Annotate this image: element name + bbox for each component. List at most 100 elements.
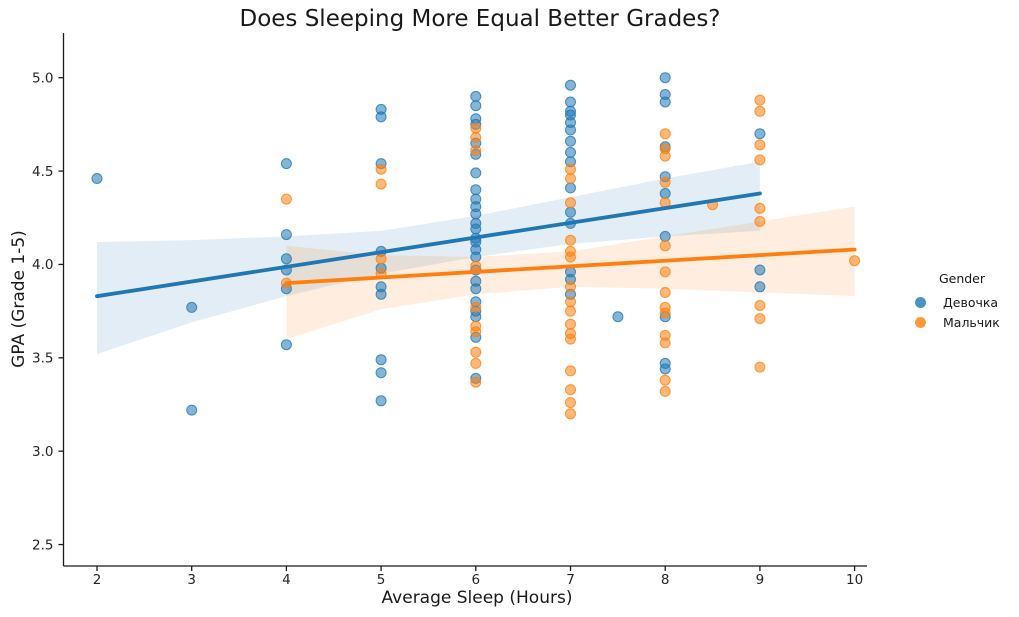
scatter-point-Девочка (659, 188, 671, 199)
x-tick-label: 4 (282, 572, 291, 588)
scatter-point-Девочка (186, 301, 198, 313)
scatter-point-Девочка (565, 124, 576, 136)
scatter-point-Мальчик (565, 408, 576, 420)
scatter-point-Девочка (470, 100, 482, 112)
scatter-point-Мальчик (565, 234, 576, 246)
scatter-point-Мальчик (565, 296, 576, 308)
y-tick-label: 4.5 (32, 164, 53, 180)
scatter-point-Мальчик (659, 266, 671, 278)
scatter-point-Мальчик (659, 240, 671, 252)
scatter-point-Мальчик (754, 139, 766, 151)
scatter-point-Мальчик (849, 255, 861, 267)
legend-item-label: Мальчик (943, 314, 1000, 330)
scatter-point-Девочка (91, 173, 103, 184)
regression-line-Девочка (95, 191, 762, 299)
x-tick-label: 5 (377, 572, 386, 588)
scatter-point-Девочка (565, 79, 576, 91)
scatter-point-Девочка (470, 311, 482, 323)
scatter-point-Девочка (375, 354, 387, 366)
scatter-point-Девочка (470, 223, 482, 235)
legend: Gender Девочка Мальчик (908, 271, 1016, 332)
x-tick-label: 8 (661, 572, 670, 588)
scatter-point-Мальчик (565, 173, 576, 184)
girl-series-marker-icon (915, 296, 926, 308)
scatter-point-Девочка (470, 283, 482, 295)
scatter-point-Мальчик (565, 365, 576, 377)
legend-item-label: Девочка (943, 294, 999, 310)
scatter-point-Мальчик (659, 150, 671, 162)
scatter-point-Девочка (470, 90, 482, 102)
scatter-point-Мальчик (375, 163, 387, 175)
scatter-point-Мальчик (659, 128, 671, 140)
scatter-point-Девочка (565, 182, 576, 194)
scatter-point-Мальчик (280, 193, 292, 205)
scatter-point-Девочка (375, 111, 387, 123)
scatter-point-Мальчик (754, 105, 766, 117)
scatter-point-Девочка (280, 253, 292, 265)
legend-title: Gender (938, 271, 986, 286)
x-tick-label: 10 (846, 572, 863, 588)
x-tick-label: 6 (472, 572, 481, 588)
legend-item-boy: Мальчик (908, 312, 1016, 332)
scatter-point-Девочка (659, 72, 671, 84)
scatter-point-Девочка (470, 167, 482, 179)
x-tick-label: 3 (187, 572, 196, 588)
scatter-point-Мальчик (754, 361, 766, 373)
y-tick-label: 3.5 (32, 351, 53, 367)
scatter-point-Девочка (565, 146, 576, 158)
chart-title: Does Sleeping More Equal Better Grades? (239, 6, 721, 32)
scatter-point-Мальчик (659, 337, 671, 349)
scatter-point-Мальчик (565, 305, 576, 317)
scatter-point-Мальчик (659, 385, 671, 397)
scatter-point-Девочка (565, 96, 576, 108)
scatter-point-Девочка (375, 367, 387, 379)
scatter-point-Девочка (659, 230, 671, 242)
scatter-point-Девочка (612, 311, 624, 323)
scatter-point-Мальчик (565, 281, 576, 293)
scatter-point-Мальчик (375, 178, 387, 190)
y-tick-label: 5.0 (32, 70, 53, 86)
scatter-point-Девочка (280, 158, 292, 170)
scatter-point-Мальчик (565, 397, 576, 409)
scatter-point-Девочка (754, 264, 766, 276)
y-axis-label: GPA (Grade 1-5) (9, 230, 29, 368)
scatter-point-Девочка (186, 404, 198, 416)
scatter-point-Девочка (470, 251, 482, 263)
regression-line-Мальчик (284, 247, 857, 286)
ci-band-Девочка (97, 161, 760, 355)
scatter-point-Девочка (754, 128, 766, 140)
scatter-point-Мальчик (659, 176, 671, 188)
scatter-point-Девочка (565, 135, 576, 147)
scatter-point-Девочка (754, 281, 766, 293)
scatter-point-Мальчик (754, 154, 766, 166)
scatter-point-Мальчик (659, 374, 671, 386)
scatter-point-Мальчик (470, 132, 482, 143)
scatter-point-Девочка (375, 395, 387, 407)
x-tick-label: 7 (566, 572, 575, 588)
scatter-point-Мальчик (470, 357, 482, 369)
scatter-point-Мальчик (470, 376, 482, 388)
boy-series-marker-icon (915, 316, 926, 328)
scatter-point-Мальчик (659, 307, 671, 319)
scatter-point-Мальчик (565, 197, 576, 209)
scatter-point-Мальчик (565, 318, 576, 330)
scatter-point-Мальчик (470, 145, 482, 156)
scatter-point-Мальчик (375, 253, 387, 265)
scatter-point-Мальчик (470, 301, 482, 313)
scatter-point-Мальчик (754, 94, 766, 106)
scatter-point-Мальчик (754, 300, 766, 311)
x-tick-label: 9 (756, 572, 765, 588)
x-tick-label: 2 (93, 572, 102, 588)
scatter-point-Мальчик (470, 326, 482, 338)
scatter-point-Мальчик (470, 346, 482, 358)
y-tick-label: 4.0 (32, 257, 53, 273)
scatter-point-Девочка (565, 206, 576, 218)
scatter-point-Мальчик (565, 333, 576, 345)
scatter-point-Девочка (659, 363, 671, 375)
scatter-point-Мальчик (754, 313, 766, 325)
scatter-point-Девочка (470, 184, 482, 196)
scatter-point-Девочка (470, 208, 482, 220)
scatter-point-Мальчик (470, 122, 482, 134)
